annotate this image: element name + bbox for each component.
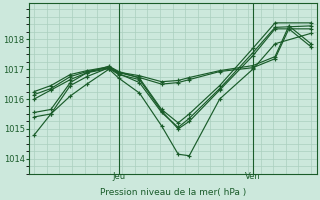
Text: Ven: Ven [245,172,261,181]
Text: Jeu: Jeu [112,172,125,181]
X-axis label: Pression niveau de la mer( hPa ): Pression niveau de la mer( hPa ) [100,188,246,197]
